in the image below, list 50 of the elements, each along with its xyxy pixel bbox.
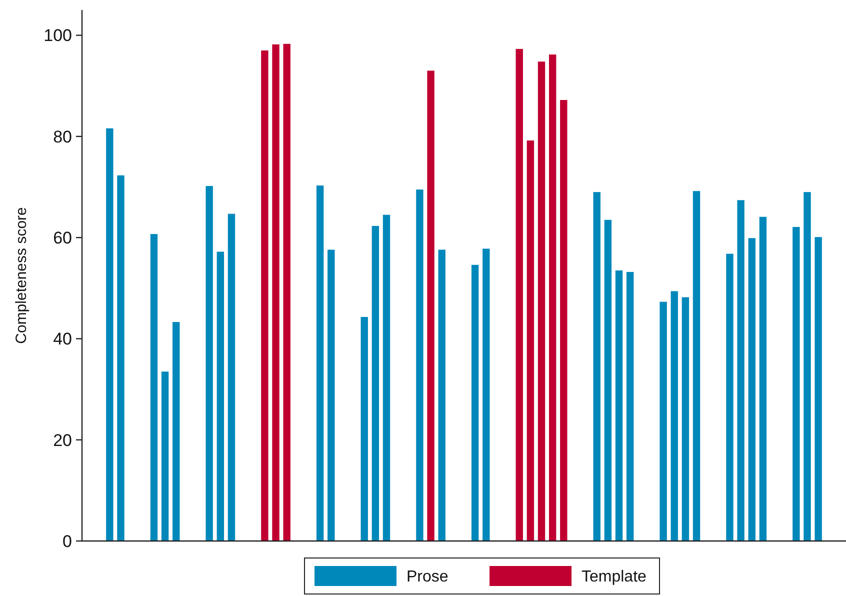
bar [692, 191, 700, 541]
bar [548, 54, 556, 541]
y-axis-title: Completeness score [13, 207, 30, 344]
y-tick-label: 100 [44, 26, 72, 46]
bar [272, 44, 280, 541]
bar [471, 264, 479, 541]
bar [261, 50, 268, 541]
bar [438, 250, 446, 541]
series-label: Prose [406, 568, 448, 586]
y-tick-label: 0 [62, 532, 72, 551]
y-tick-label: 80 [53, 127, 72, 146]
bar [604, 220, 612, 541]
bar [538, 62, 546, 541]
bar [482, 248, 490, 541]
y-tick-label: 40 [53, 330, 72, 349]
bar [106, 128, 114, 541]
bar [814, 237, 822, 541]
y-tick-label: 60 [53, 228, 72, 248]
bar [759, 216, 767, 541]
bar [748, 238, 756, 541]
bar [206, 186, 213, 541]
y-tick-label: 20 [53, 430, 72, 450]
bar [216, 252, 224, 541]
bar [416, 190, 424, 541]
bar [615, 270, 623, 541]
bar [382, 214, 390, 541]
bar [526, 140, 534, 541]
bar [560, 100, 568, 541]
bar [283, 44, 290, 541]
bar [172, 322, 180, 541]
bar [328, 250, 335, 541]
bar [593, 192, 600, 541]
bar [360, 316, 368, 541]
bar [150, 234, 158, 541]
bar [626, 272, 634, 541]
bar [427, 70, 434, 541]
bar [117, 175, 124, 541]
bar [372, 226, 380, 541]
bar [792, 226, 800, 541]
bar [228, 214, 236, 541]
bar [660, 302, 667, 541]
bar [737, 200, 744, 541]
bar [161, 372, 169, 541]
series-label: Template [582, 568, 647, 586]
bar [726, 254, 734, 541]
bar [516, 48, 523, 541]
bar [316, 185, 324, 541]
bar [682, 297, 690, 541]
bar [804, 192, 811, 541]
bar [670, 291, 678, 541]
